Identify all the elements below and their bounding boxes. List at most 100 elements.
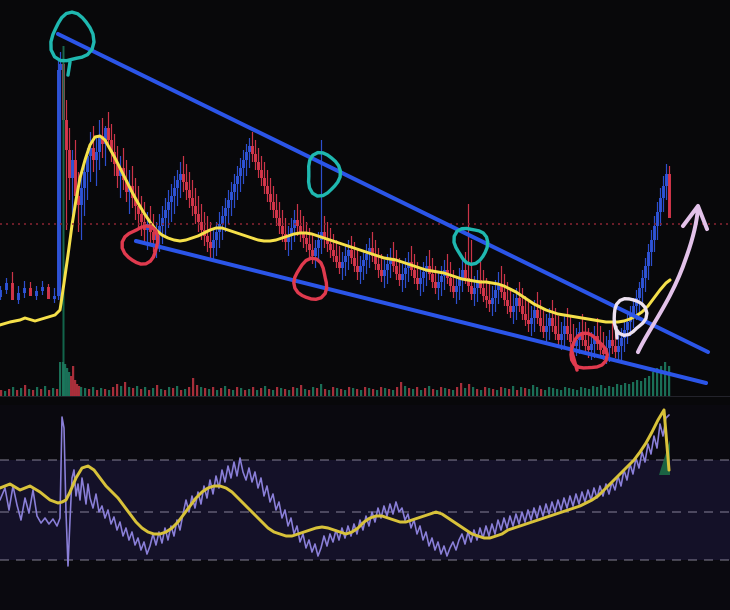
volume-bar [528, 389, 531, 396]
candle-body [212, 240, 215, 248]
volume-bar [20, 388, 23, 396]
volume-bar [136, 386, 139, 396]
candle-body [341, 262, 344, 268]
annotation-white-circle[interactable] [612, 297, 649, 337]
candle-body [521, 306, 524, 314]
oscillator-panel[interactable] [0, 405, 730, 610]
candle-body [491, 298, 494, 304]
volume-bar [252, 387, 255, 396]
candle-body [590, 344, 593, 350]
annotation-breakout-arrow-head[interactable] [681, 204, 709, 231]
candle-body [500, 284, 503, 292]
candle-body [458, 278, 461, 286]
candle-body [512, 306, 515, 312]
candle-body [182, 174, 185, 182]
annotation-red-circle-2[interactable] [292, 256, 329, 301]
candle-body [254, 154, 257, 162]
volume-bar [364, 387, 367, 396]
candle-body [566, 326, 569, 334]
candle-body [395, 266, 398, 274]
volume-bar [66, 368, 69, 396]
volume-bar [592, 386, 595, 396]
candle-body [29, 288, 32, 296]
volume-bar [620, 385, 623, 396]
volume-bar [264, 386, 267, 396]
candle-body [5, 283, 8, 290]
annotation-group[interactable] [49, 10, 709, 372]
volume-bar [400, 382, 403, 396]
volume-bar [356, 389, 359, 396]
candle-body [641, 278, 644, 288]
volume-bar [608, 386, 611, 396]
candle-body [368, 248, 371, 254]
candle-body [53, 296, 56, 299]
candle-body [257, 162, 260, 170]
candle-body [338, 262, 341, 268]
candle-body [551, 318, 554, 326]
annotation-red-circle-1[interactable] [120, 224, 160, 266]
volume-bar [188, 387, 191, 396]
trendline-group[interactable] [56, 32, 710, 385]
volume-bar [436, 390, 439, 396]
volume-bar [376, 390, 379, 396]
volume-bar [352, 388, 355, 396]
volume-bar [600, 385, 603, 396]
volume-bar [424, 388, 427, 396]
candle-body [419, 278, 422, 284]
oscillator-chart-svg[interactable] [0, 405, 730, 610]
candle-body [308, 244, 311, 250]
candle-body [197, 214, 200, 222]
annotation-teal-circle-1[interactable] [49, 10, 96, 63]
candle-body [434, 282, 437, 288]
annotation-teal-circle-1-tail [66, 60, 72, 77]
candle-body [272, 202, 275, 210]
price-panel[interactable] [0, 0, 730, 405]
volume-bar [584, 388, 587, 396]
volume-bar [28, 389, 31, 396]
trendline-upper-resistance[interactable] [56, 32, 710, 354]
candle-body [134, 198, 137, 206]
candle-body [200, 222, 203, 230]
volume-bar [444, 388, 447, 396]
moving-average-line [0, 134, 672, 327]
volume-bar [644, 378, 647, 396]
candle-body [488, 300, 491, 304]
annotation-teal-circle-2[interactable] [306, 150, 343, 198]
candle-body [167, 202, 170, 210]
candle-body [668, 174, 671, 218]
candle-body [464, 270, 467, 278]
candle-body [158, 226, 161, 234]
volume-bar [544, 390, 547, 396]
candle-body [71, 160, 74, 178]
candle-body [617, 346, 620, 352]
candle-body [179, 174, 182, 180]
candle-body [404, 268, 407, 274]
volume-bar [628, 384, 631, 396]
candle-body [266, 186, 269, 194]
candle-body [647, 252, 650, 266]
candle-body [659, 198, 662, 212]
candle-body [380, 270, 383, 276]
trendline-lower-support[interactable] [134, 239, 708, 385]
candle-body [59, 64, 62, 70]
candle-body [656, 212, 659, 226]
candle-body [317, 240, 320, 248]
volume-bar [428, 386, 431, 396]
annotation-red-circle-3[interactable] [569, 331, 609, 370]
candle-body [335, 256, 338, 262]
volume-bar [280, 388, 283, 396]
candle-body [401, 274, 404, 280]
candle-body [173, 188, 176, 196]
candle-body [299, 226, 302, 232]
volume-bar [492, 389, 495, 396]
price-chart-svg[interactable] [0, 0, 730, 405]
candle-body [389, 258, 392, 264]
candle-body [161, 218, 164, 226]
candle-body [281, 226, 284, 234]
volume-bar [328, 390, 331, 396]
volume-bar [420, 390, 423, 396]
annotation-breakout-arrow-shaft[interactable] [636, 206, 700, 354]
candle-body [581, 332, 584, 340]
annotation-teal-circle-3[interactable] [452, 226, 490, 266]
volume-bar [372, 389, 375, 396]
